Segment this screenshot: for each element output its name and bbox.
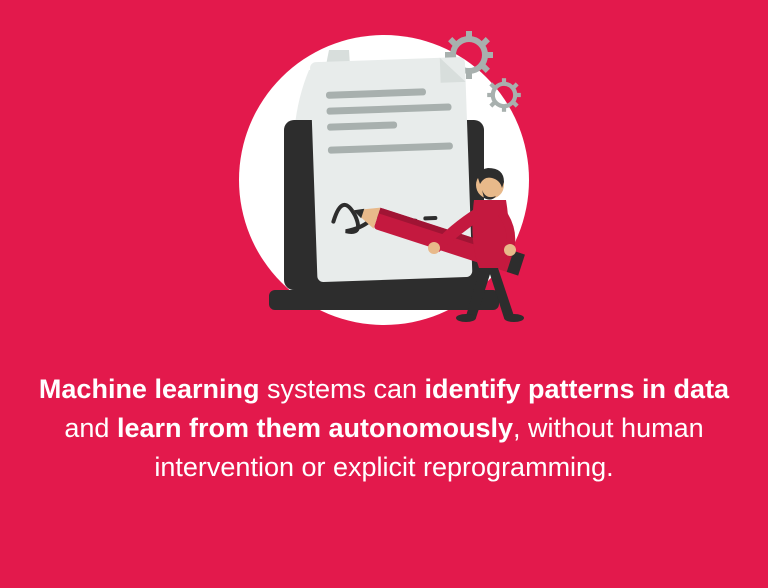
caption-text: Machine learning systems can identify pa…: [0, 350, 768, 487]
hero-illustration: [214, 10, 554, 350]
gear-icon: [487, 78, 521, 112]
